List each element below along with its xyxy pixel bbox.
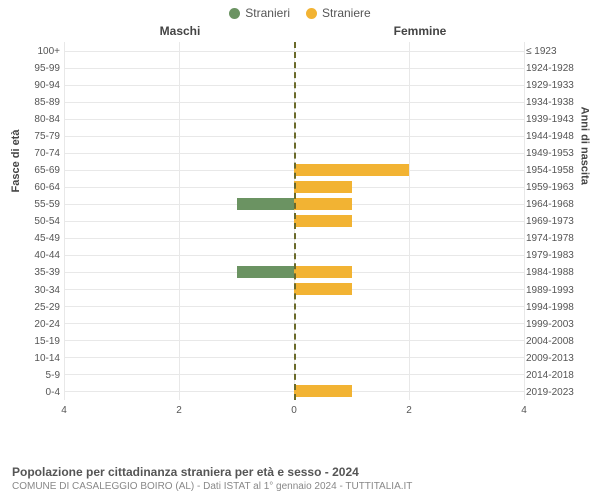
legend-label-female: Straniere [322,6,371,20]
y-tick-birth: 2004-2008 [526,336,582,347]
y-tick-birth: 1994-1998 [526,302,582,313]
y-tick-birth: 1949-1953 [526,148,582,159]
legend-item-female: Straniere [306,6,371,20]
y-tick-birth: 1974-1978 [526,233,582,244]
legend-swatch-female [306,8,317,19]
y-tick-birth: 1979-1983 [526,250,582,261]
x-tick-label: 4 [61,405,67,416]
y-tick-birth: 1959-1963 [526,182,582,193]
y-tick-age: 20-24 [20,319,60,330]
plot-area: 02244100+≤ 192395-991924-192890-941929-1… [64,42,524,400]
y-tick-age: 85-89 [20,97,60,108]
y-tick-age: 75-79 [20,131,60,142]
y-tick-age: 30-34 [20,285,60,296]
y-tick-birth: 1944-1948 [526,131,582,142]
y-tick-birth: 2009-2013 [526,353,582,364]
y-tick-age: 15-19 [20,336,60,347]
y-tick-age: 90-94 [20,80,60,91]
y-tick-birth: ≤ 1923 [526,46,582,57]
grid-line-vertical [524,42,525,400]
caption-title: Popolazione per cittadinanza straniera p… [12,465,588,479]
bar-female [294,164,409,176]
y-tick-age: 25-29 [20,302,60,313]
y-tick-age: 55-59 [20,199,60,210]
column-headers: Maschi Femmine [20,24,580,38]
bar-female [294,181,352,193]
y-tick-birth: 1954-1958 [526,165,582,176]
x-tick-label: 2 [176,405,182,416]
y-tick-age: 65-69 [20,165,60,176]
pyramid-chart: Maschi Femmine Fasce di età Anni di nasc… [20,24,580,424]
y-tick-birth: 1929-1933 [526,80,582,91]
x-tick-label: 0 [291,405,297,416]
y-tick-age: 0-4 [20,387,60,398]
y-tick-birth: 2014-2018 [526,370,582,381]
bar-female [294,215,352,227]
chart-legend: Stranieri Straniere [0,0,600,20]
legend-swatch-male [229,8,240,19]
legend-label-male: Stranieri [245,6,290,20]
bar-female [294,198,352,210]
bar-female [294,385,352,397]
y-tick-birth: 2019-2023 [526,387,582,398]
y-tick-age: 95-99 [20,63,60,74]
y-tick-age: 100+ [20,46,60,57]
y-tick-birth: 1999-2003 [526,319,582,330]
y-tick-birth: 1984-1988 [526,267,582,278]
header-female: Femmine [300,24,580,38]
y-tick-birth: 1939-1943 [526,114,582,125]
y-tick-birth: 1934-1938 [526,97,582,108]
bar-female [294,283,352,295]
y-tick-age: 50-54 [20,216,60,227]
y-tick-age: 35-39 [20,267,60,278]
caption-subtitle: COMUNE DI CASALEGGIO BOIRO (AL) - Dati I… [12,481,588,492]
y-tick-age: 60-64 [20,182,60,193]
y-tick-birth: 1924-1928 [526,63,582,74]
y-tick-age: 10-14 [20,353,60,364]
bar-male [237,198,295,210]
chart-caption: Popolazione per cittadinanza straniera p… [12,465,588,492]
y-tick-age: 70-74 [20,148,60,159]
header-male: Maschi [20,24,300,38]
x-tick-label: 4 [521,405,527,416]
y-tick-age: 80-84 [20,114,60,125]
y-tick-age: 5-9 [20,370,60,381]
center-axis [294,42,296,400]
legend-item-male: Stranieri [229,6,290,20]
y-tick-birth: 1964-1968 [526,199,582,210]
y-tick-age: 40-44 [20,250,60,261]
y-tick-age: 45-49 [20,233,60,244]
y-tick-birth: 1969-1973 [526,216,582,227]
bar-female [294,266,352,278]
bar-male [237,266,295,278]
y-tick-birth: 1989-1993 [526,285,582,296]
x-tick-label: 2 [406,405,412,416]
